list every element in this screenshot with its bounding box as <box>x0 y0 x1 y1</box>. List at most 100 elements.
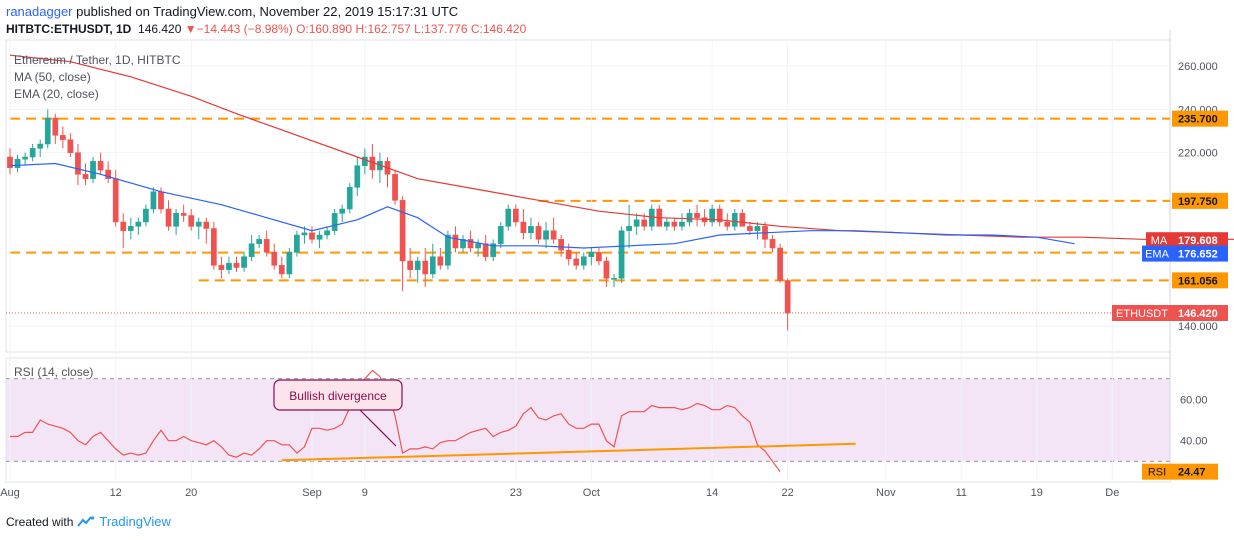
candle-body <box>633 219 640 227</box>
candle-body <box>671 221 678 227</box>
annotation-text: Bullish divergence <box>289 389 387 403</box>
candle-body <box>37 143 44 149</box>
author-link[interactable]: ranadagger <box>6 4 73 19</box>
candle-body <box>513 208 519 223</box>
tradingview-brand[interactable]: TradingView <box>99 514 171 529</box>
candle-body <box>784 280 791 314</box>
level-tag-label: 235.700 <box>1178 114 1218 126</box>
tradingview-logo-icon <box>77 515 95 527</box>
annotation-pointer <box>359 409 397 447</box>
candle-body <box>339 208 346 214</box>
candle-body <box>14 158 21 169</box>
candle-body <box>603 260 610 279</box>
publish-line: ranadagger published on TradingView.com,… <box>6 4 458 19</box>
candle-body <box>535 226 542 240</box>
candle-body <box>679 221 685 227</box>
rsi-value: 24.47 <box>1178 467 1206 479</box>
candle-body <box>392 174 398 201</box>
rsi-band-fill <box>6 378 1170 462</box>
ema-tag-name-tag <box>1142 245 1172 262</box>
candle-body <box>354 165 361 188</box>
candle-body <box>467 239 474 249</box>
candle-body <box>301 232 308 236</box>
candle-body <box>497 226 504 244</box>
created-with-text: Created with <box>6 514 74 529</box>
candle-body <box>286 252 293 275</box>
candle-body <box>452 234 459 249</box>
ema20-line <box>9 162 1075 249</box>
candle-body <box>414 260 421 270</box>
last-tag-name: ETHUSDT <box>1116 308 1168 320</box>
ma50-line <box>9 54 1234 240</box>
candle-body <box>520 221 527 234</box>
x-tick-label: 22 <box>782 487 794 499</box>
candle-body <box>641 219 648 227</box>
candle-body <box>362 156 368 166</box>
rsi-value-tag <box>1172 463 1218 480</box>
x-tick-label: 14 <box>706 487 718 499</box>
candle-body <box>256 239 262 244</box>
ohlc-values: O:160.890 H:162.757 L:137.776 C:146.420 <box>296 22 527 36</box>
candle-body <box>618 230 625 279</box>
candle-body <box>263 239 270 253</box>
candle-body <box>407 260 413 270</box>
level-tag-label: 197.750 <box>1178 196 1218 208</box>
candle-body <box>248 243 255 257</box>
candle-body <box>573 258 580 266</box>
candle-body <box>211 228 217 266</box>
candle-body <box>203 221 210 229</box>
symbol-info: HITBTC:ETHUSDT, 1D 146.420 ▼−14.443 (−8.… <box>6 22 526 36</box>
candle-body <box>528 226 534 234</box>
ma-tag-value-tag <box>1172 232 1228 249</box>
x-tick-label: 19 <box>1031 487 1043 499</box>
rsi-line <box>10 369 781 473</box>
x-tick-label: 20 <box>185 487 197 499</box>
candle-body <box>588 252 595 257</box>
ema-tag-name: EMA <box>1145 249 1170 261</box>
candle-body <box>60 135 66 140</box>
candle-body <box>150 191 157 210</box>
candle-body <box>67 139 74 153</box>
legend-rsi: RSI (14, close) <box>14 365 93 379</box>
candle-body <box>90 161 96 179</box>
candle-body <box>475 243 481 249</box>
candle-body <box>44 117 51 145</box>
rsi-y-tick-label: 60.00 <box>1180 394 1208 406</box>
legend-title: Ethereum / Tether, 1D, HITBTC <box>14 53 181 67</box>
candle-body <box>188 215 195 227</box>
candle-body <box>543 230 549 240</box>
candle-body <box>550 230 557 240</box>
last-tag-name-tag <box>1112 305 1172 321</box>
candle-body <box>105 169 112 179</box>
candle-body <box>505 208 512 227</box>
legend-ma: MA (50, close) <box>14 70 91 84</box>
candle-body <box>226 262 232 270</box>
candle-body <box>399 200 406 262</box>
candle-body <box>716 208 723 223</box>
last-tag-value: 146.420 <box>1178 308 1218 320</box>
last-price: 146.420 <box>138 22 182 36</box>
ema-tag-value: 176.652 <box>1178 249 1218 261</box>
y-tick-label: 260.000 <box>1178 61 1218 73</box>
x-tick-label: 12 <box>110 487 122 499</box>
candle-body <box>82 174 89 179</box>
candle-body <box>747 226 753 231</box>
candle-body <box>437 256 444 266</box>
annotation-box[interactable] <box>273 379 403 411</box>
candle-body <box>346 187 353 210</box>
candle-body <box>271 252 278 266</box>
ma-tag-name-tag <box>1146 232 1172 249</box>
candle-body <box>460 239 466 249</box>
candle-body <box>218 265 225 270</box>
candle-body <box>294 234 300 253</box>
rsi-y-tick-label: 40.00 <box>1180 436 1208 448</box>
candle-body <box>709 208 715 223</box>
candle-body <box>482 243 489 257</box>
published-text: published on TradingView.com, November 2… <box>76 4 459 19</box>
candle-body <box>422 260 429 275</box>
level-tag <box>1172 192 1228 209</box>
candle-body <box>626 226 632 231</box>
candle-body <box>611 278 617 280</box>
ma-tag-value: 179.608 <box>1178 235 1218 247</box>
